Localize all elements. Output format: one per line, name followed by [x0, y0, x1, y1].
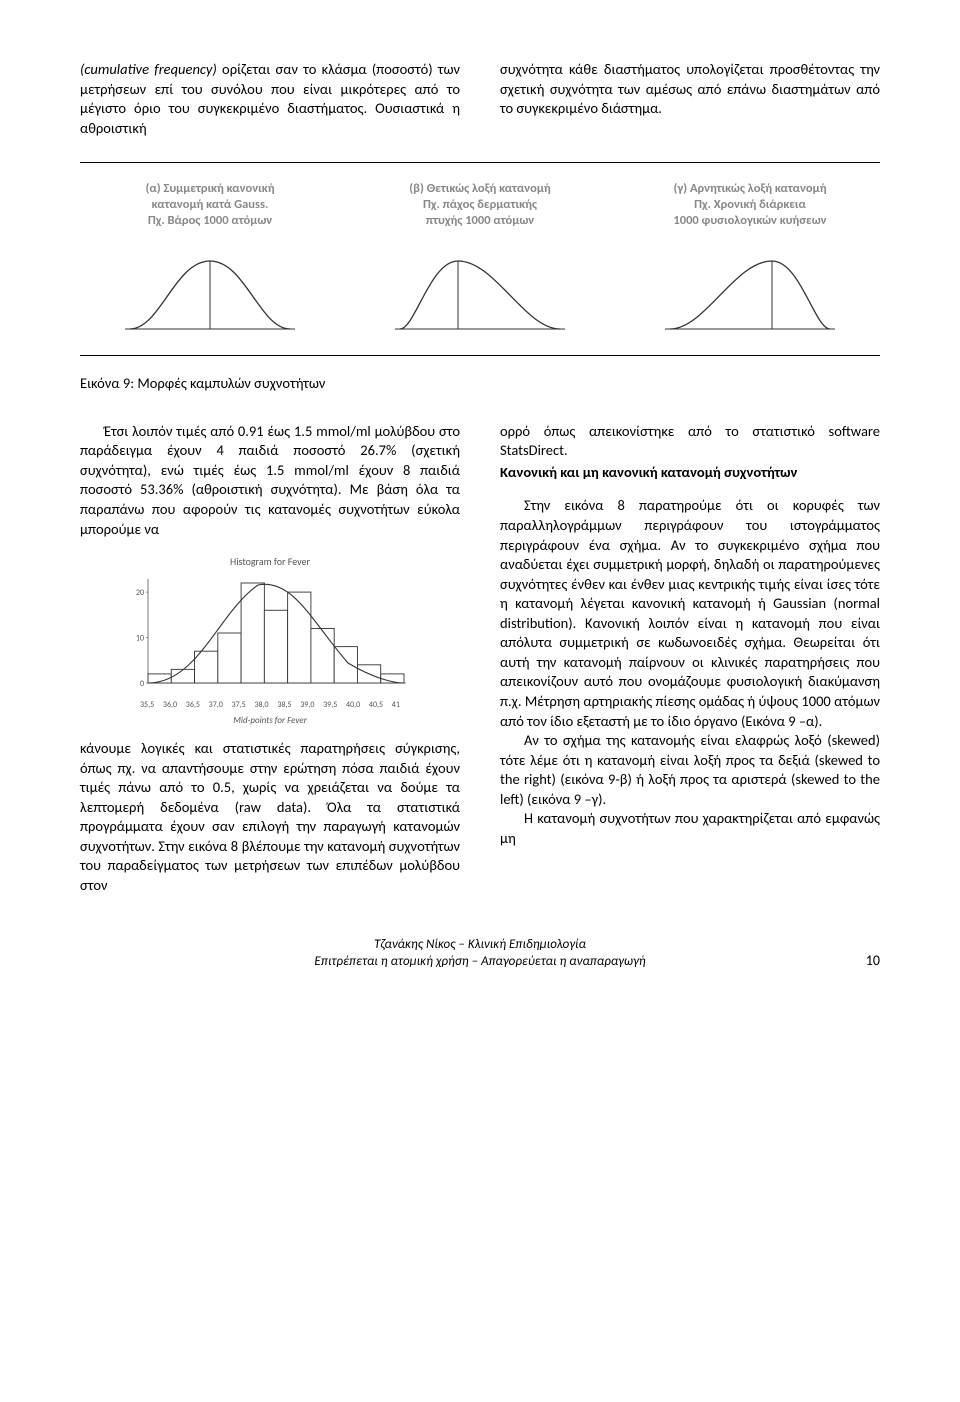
- svg-text:10: 10: [136, 633, 144, 643]
- intro-left-italic: (cumulative frequency): [80, 60, 217, 78]
- body-left: Έτσι λοιπόν τιμές από 0.91 έως 1.5 mmol/…: [80, 422, 460, 896]
- dist-col-c: (γ) Αρνητικώς λοξή κατανομή Πχ. Χρονική …: [620, 181, 880, 337]
- figure-caption: Εικόνα 9: Μορφές καμπυλών συχνοτήτων: [80, 374, 880, 394]
- histogram-x-ticks: 35,536,036,537,037,538,038,539,039,540,0…: [140, 700, 400, 711]
- body-columns: Έτσι λοιπόν τιμές από 0.91 έως 1.5 mmol/…: [80, 422, 880, 896]
- dist-c-curve: [670, 261, 830, 329]
- dist-a-l1: (α) Συμμετρική κανονική: [80, 181, 340, 197]
- body-right-p2: Στην εικόνα 8 παρατηρούμε ότι οι κορυφές…: [500, 496, 880, 731]
- dist-b-curve: [400, 261, 560, 329]
- dist-col-a: (α) Συμμετρική κανονική κατανομή κατά Ga…: [80, 181, 340, 337]
- body-left-p2: κάνουμε λογικές και στατιστικές παρατηρή…: [80, 739, 460, 896]
- intro-right: συχνότητα κάθε διαστήματος υπολογίζεται …: [500, 60, 880, 138]
- dist-col-b: (β) Θετικώς λοξή κατανομή Πχ. πάχος δερμ…: [350, 181, 610, 337]
- svg-text:0: 0: [140, 679, 144, 689]
- dist-a-l2: κατανομή κατά Gauss.: [80, 197, 340, 213]
- dist-b-l1: (β) Θετικώς λοξή κατανομή: [350, 181, 610, 197]
- body-right-p1: ορρό όπως απεικονίστηκε από το στατιστικ…: [500, 422, 880, 461]
- rule-above-figure: [80, 162, 880, 163]
- dist-c-l3: 1000 φυσιολογικών κυήσεων: [620, 213, 880, 229]
- body-left-p1: Έτσι λοιπόν τιμές από 0.91 έως 1.5 mmol/…: [80, 422, 460, 539]
- rule-below-figure: [80, 355, 880, 356]
- dist-b-l3: πτυχής 1000 ατόμων: [350, 213, 610, 229]
- dist-a-l3: Πχ. Βάρος 1000 ατόμων: [80, 213, 340, 229]
- distribution-figure: (α) Συμμετρική κανονική κατανομή κατά Ga…: [80, 181, 880, 337]
- histogram-figure: Histogram for Fever 20 10 0 35,536,036,537…: [80, 555, 460, 727]
- histogram-svg: 20 10 0: [130, 573, 410, 693]
- body-right: ορρό όπως απεικονίστηκε από το στατιστικ…: [500, 422, 880, 896]
- dist-c-svg: [660, 251, 840, 331]
- intro-left: (cumulative frequency) ορίζεται σαν το κ…: [80, 60, 460, 138]
- svg-text:20: 20: [136, 588, 144, 598]
- body-right-p4: Η κατανομή συχνοτήτων που χαρακτηρίζεται…: [500, 809, 880, 848]
- dist-c-l2: Πχ. Χρονική διάρκεια: [620, 197, 880, 213]
- footer-line1: Τζανάκης Νίκος – Κλινική Επιδημιολογία: [110, 936, 850, 954]
- dist-b-l2: Πχ. πάχος δερματικής: [350, 197, 610, 213]
- dist-a-svg: [120, 251, 300, 331]
- body-right-p3: Αν το σχήμα της κατανομής είναι ελαφρώς …: [500, 731, 880, 809]
- footer-page-number: 10: [850, 952, 880, 971]
- body-right-heading: Κανονική και μη κανονική κατανομή συχνοτ…: [500, 463, 880, 483]
- dist-b-svg: [390, 251, 570, 331]
- footer-line2: Επιτρέπεται η ατομική χρήση – Απαγορεύετ…: [110, 953, 850, 971]
- histogram-x-label: Mid-points for Fever: [80, 715, 460, 727]
- page-footer: Τζανάκης Νίκος – Κλινική Επιδημιολογία Ε…: [80, 936, 880, 971]
- histogram-title: Histogram for Fever: [80, 555, 460, 569]
- intro-columns: (cumulative frequency) ορίζεται σαν το κ…: [80, 60, 880, 138]
- dist-c-l1: (γ) Αρνητικώς λοξή κατανομή: [620, 181, 880, 197]
